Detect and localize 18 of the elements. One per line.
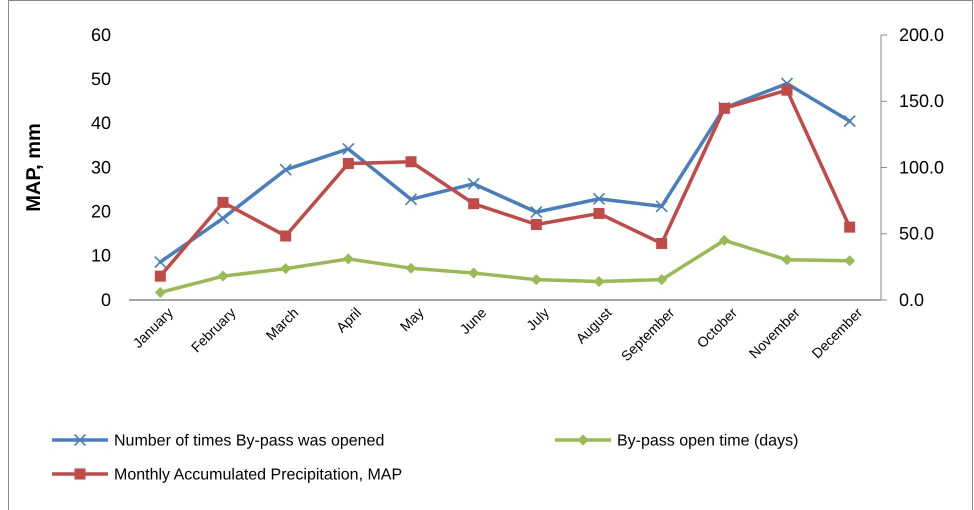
y2-tick-label: 200.0 [899,24,944,45]
legend-label: Number of times By-pass was opened [114,432,384,450]
legend-label: By-pass open time (days) [617,432,798,450]
y2-tick-label: 50.0 [899,224,934,244]
y-axis-title: MAP, mm [23,123,45,212]
x-tick-label: July [523,304,552,334]
x-tick-label: May [396,304,427,334]
y2-tick-label: 150.0 [899,91,944,112]
y-tick-label: 50 [90,68,111,89]
y-tick-label: 40 [90,113,111,134]
y-tick-label: 60 [90,24,111,45]
y2-tick-label: 100.0 [899,157,944,178]
y-tick-label: 10 [90,246,111,266]
legend-label: Monthly Accumulated Precipitation, MAP [114,466,402,484]
y-tick-label: 30 [90,157,111,178]
y-tick-label: 20 [90,201,111,222]
y-tick-label: 0 [100,290,111,310]
y2-tick-label: 0.0 [899,290,924,310]
